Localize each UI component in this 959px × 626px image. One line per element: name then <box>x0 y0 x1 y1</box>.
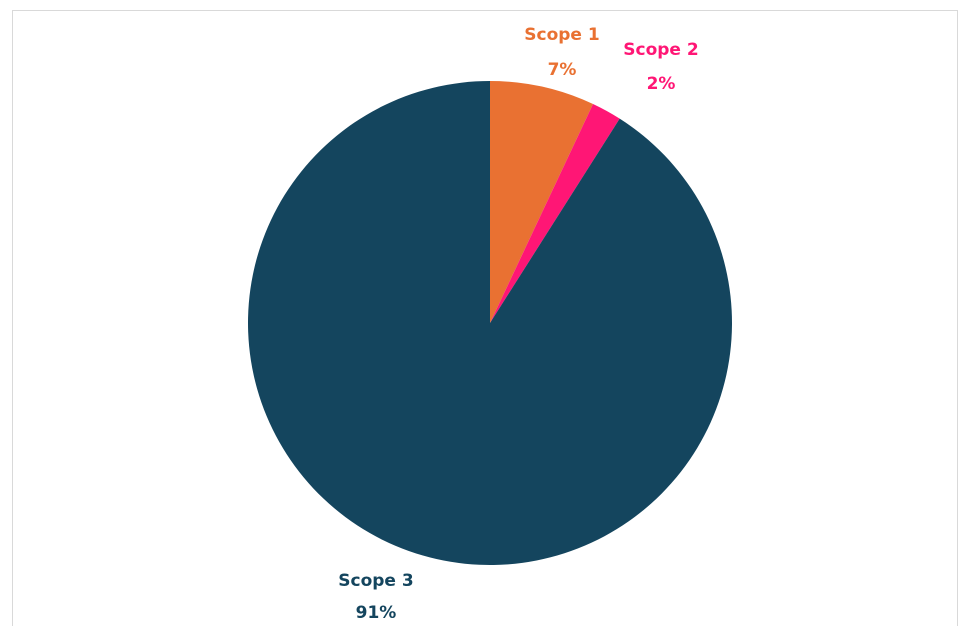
pie-slice-scope-1 <box>490 81 594 323</box>
data-label-category-3: Scope 3 <box>338 571 413 591</box>
data-label-value-3: 91% <box>356 603 397 623</box>
pie-slice-scope-2 <box>490 104 620 323</box>
data-label-category-2: Scope 2 <box>623 40 698 60</box>
data-label-category-1: Scope 1 <box>524 25 599 45</box>
data-label-value-1: 7% <box>548 60 577 80</box>
pie-slice-scope-3 <box>247 81 732 565</box>
data-label-value-2: 2% <box>647 74 676 94</box>
